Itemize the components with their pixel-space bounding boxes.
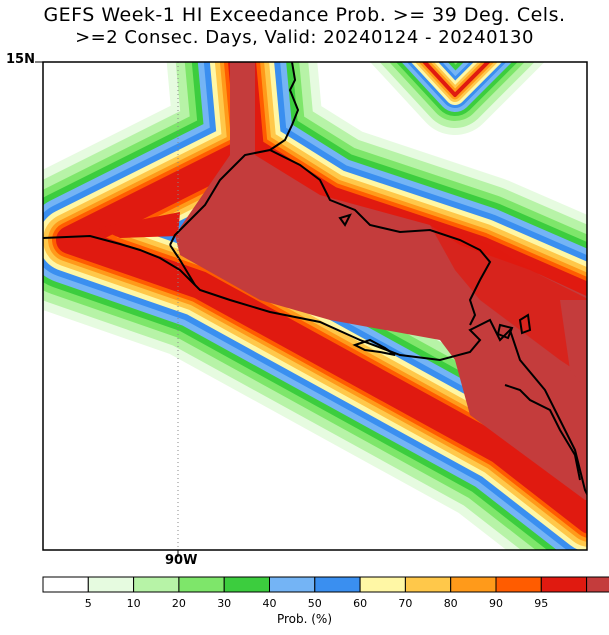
core-region	[175, 62, 587, 500]
colorbar-swatch	[586, 576, 609, 593]
colorbar-unit-label: Prob. (%)	[276, 612, 333, 626]
colorbar-tick-label: 10	[126, 597, 141, 610]
colorbar-tick-label: 95	[534, 597, 549, 610]
colorbar-tick-label: 30	[217, 597, 232, 610]
longitude-label: 90W	[165, 553, 198, 568]
map-title-line2: >=2 Consec. Days, Valid: 20240124 - 2024…	[75, 27, 534, 48]
coastlines	[43, 62, 587, 497]
colorbar-tick-label: 80	[443, 597, 458, 610]
colorbar-tick-label: 40	[262, 597, 277, 610]
map-frame	[42, 61, 588, 551]
colorbar-swatch	[495, 576, 542, 593]
colorbar-tick-label: 90	[489, 597, 503, 610]
colorbar-swatch	[450, 576, 497, 593]
colorbar-swatch	[269, 576, 316, 593]
colorbar-tick-label: 50	[307, 597, 322, 610]
latitude-label: 15N	[6, 52, 35, 67]
colorbar-swatch	[87, 576, 135, 593]
colorbar-tick-label: 20	[171, 597, 186, 610]
colorbar-swatch	[314, 576, 361, 593]
colorbar-tick-label: 5	[84, 597, 92, 610]
colorbar-swatch	[404, 576, 452, 593]
colorbar-swatch	[359, 576, 406, 593]
colorbar-swatch	[540, 576, 588, 593]
upper-right-band	[370, 62, 545, 135]
colorbar-swatch	[223, 576, 270, 593]
colorbar-swatch	[178, 576, 225, 593]
colorbar-swatch	[42, 576, 89, 593]
map-title-line1: GEFS Week-1 HI Exceedance Prob. >= 39 De…	[43, 4, 566, 26]
colorbar-tick-label: 60	[353, 597, 368, 610]
colorbar-swatch	[133, 576, 180, 593]
probability-bands	[43, 62, 587, 550]
colorbar-tick-label: 70	[398, 597, 413, 610]
